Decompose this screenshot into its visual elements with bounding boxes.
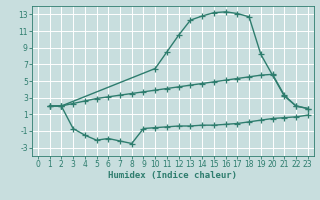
X-axis label: Humidex (Indice chaleur): Humidex (Indice chaleur) xyxy=(108,171,237,180)
